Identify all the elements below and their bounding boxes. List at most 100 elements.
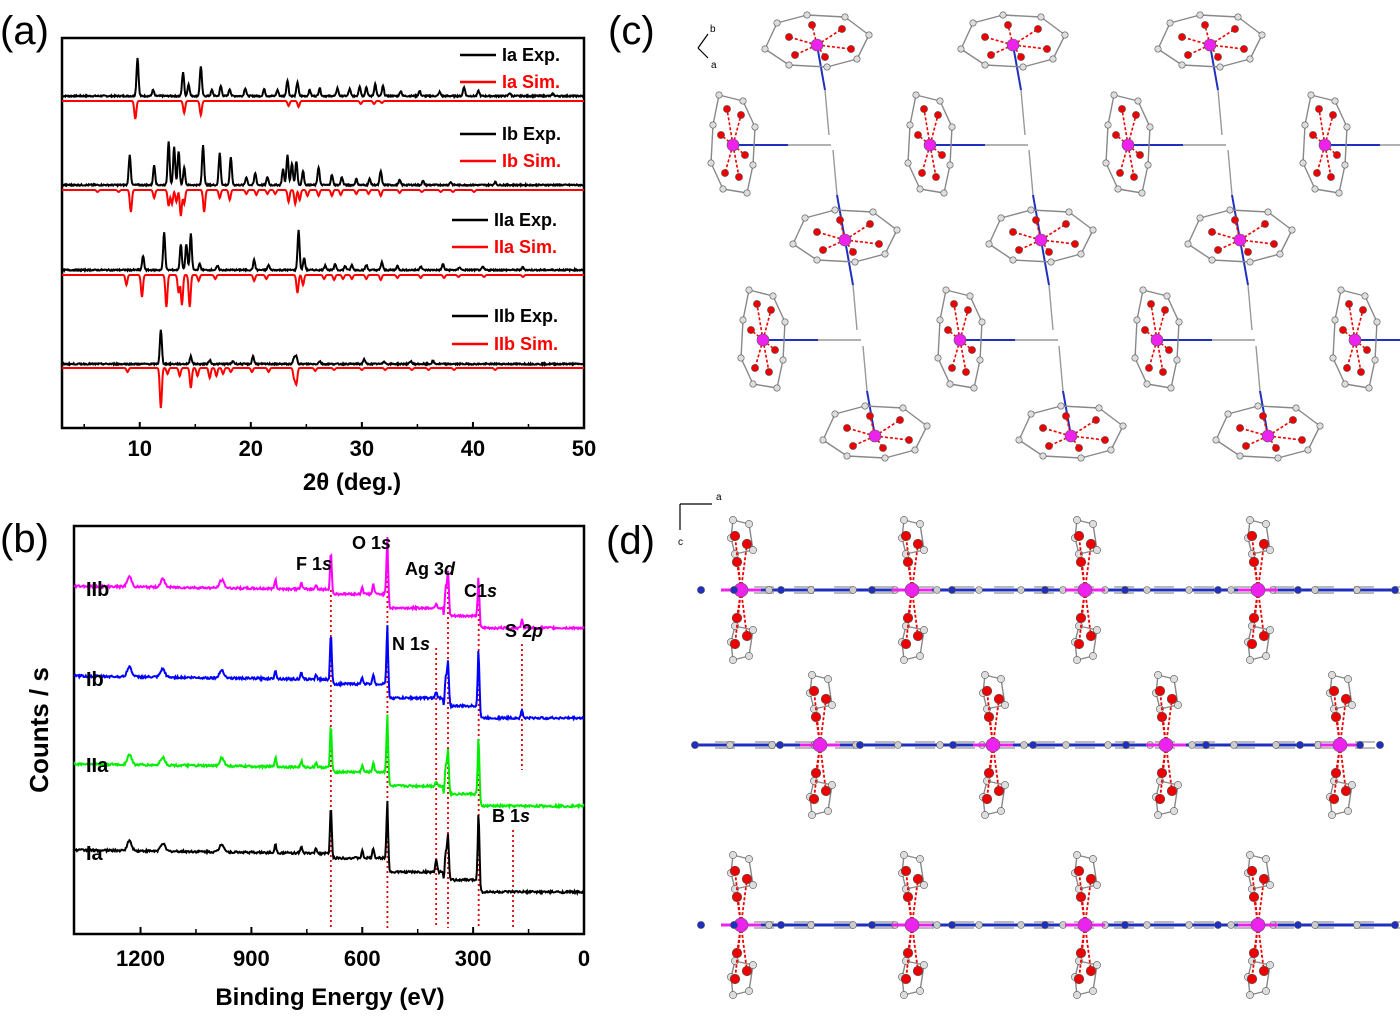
atom	[1039, 424, 1047, 432]
bond	[854, 253, 886, 263]
atom	[902, 891, 914, 903]
atom	[916, 855, 924, 863]
atom	[1004, 21, 1012, 29]
atom	[730, 586, 738, 594]
bond	[1368, 359, 1376, 389]
atom	[765, 586, 773, 594]
atom	[1075, 891, 1087, 903]
bond	[1018, 239, 1042, 251]
bond	[748, 289, 774, 297]
atom	[1246, 973, 1258, 985]
atom	[900, 865, 912, 877]
atom	[875, 240, 883, 248]
atom	[1158, 737, 1174, 753]
atom	[1328, 793, 1340, 805]
bond	[822, 413, 836, 441]
atom	[1089, 652, 1097, 660]
bond	[1310, 94, 1336, 102]
atom	[920, 626, 928, 634]
atom	[1348, 701, 1356, 709]
bond	[852, 284, 858, 331]
atom	[1376, 741, 1384, 749]
bond	[772, 295, 786, 323]
atom	[1337, 286, 1345, 294]
atom	[729, 973, 741, 985]
atom	[1156, 711, 1168, 723]
atom	[1250, 582, 1266, 598]
atom	[911, 446, 919, 454]
bond	[804, 209, 836, 219]
atom	[1274, 454, 1282, 462]
atom	[745, 987, 753, 995]
atom	[1163, 292, 1171, 300]
atom	[1073, 991, 1081, 999]
atom	[1214, 586, 1222, 594]
atom	[914, 131, 922, 139]
bond	[872, 211, 898, 231]
atom	[1009, 256, 1017, 264]
atom	[975, 586, 983, 594]
bond	[1334, 100, 1348, 128]
atom	[820, 693, 832, 705]
atom	[1077, 582, 1093, 598]
atom	[1043, 45, 1051, 53]
bond	[1364, 295, 1378, 323]
atom	[1270, 240, 1278, 248]
peak-label-ag3d: Ag 3d	[405, 559, 456, 579]
bond	[1374, 321, 1378, 361]
legend-iib-sim: IIb Sim.	[494, 334, 558, 354]
atom	[749, 546, 757, 554]
atom	[1034, 25, 1042, 33]
bond	[1084, 589, 1092, 637]
bond	[782, 321, 786, 361]
bond	[819, 744, 827, 792]
atom	[749, 881, 757, 889]
atom	[900, 656, 908, 664]
atom	[1327, 173, 1335, 181]
atom	[1344, 807, 1352, 815]
atom	[1236, 452, 1244, 460]
atom	[1261, 220, 1269, 228]
bond	[1265, 523, 1271, 551]
atom	[1208, 256, 1216, 264]
bond	[1018, 439, 1044, 457]
bond	[1187, 217, 1201, 245]
atom	[831, 206, 839, 214]
atom	[1093, 546, 1101, 554]
atom	[1101, 436, 1109, 444]
atom	[866, 220, 874, 228]
atom	[1104, 741, 1112, 749]
bond	[1134, 357, 1148, 385]
bond	[1170, 359, 1178, 389]
panel-b: (b) Counts / s 1200 900 600 300 0 Binding En…	[0, 517, 590, 1011]
atom	[983, 767, 995, 779]
bond	[1000, 784, 1006, 812]
atom	[751, 364, 759, 372]
bond	[911, 878, 919, 926]
series-label-ib: Ib	[86, 669, 104, 691]
atom	[1093, 961, 1101, 969]
atom	[1095, 404, 1103, 412]
xrd-sim-series	[62, 367, 584, 409]
atom	[1236, 424, 1244, 432]
atom	[1167, 384, 1175, 392]
bond	[1084, 543, 1092, 591]
atom	[1316, 422, 1324, 430]
atom	[1292, 404, 1300, 412]
atom	[1329, 354, 1337, 362]
bond	[969, 295, 983, 323]
atom	[1214, 921, 1222, 929]
bond	[816, 44, 826, 91]
bond	[1113, 94, 1139, 102]
atom	[981, 685, 993, 697]
bond	[1338, 164, 1346, 194]
bond	[1245, 435, 1269, 447]
atom	[856, 741, 864, 749]
atom	[1248, 612, 1260, 624]
peak-label-s2p: S 2p	[505, 621, 543, 641]
atom	[824, 675, 832, 683]
atom	[813, 228, 821, 236]
bond	[1028, 149, 1034, 196]
bond	[1304, 94, 1312, 126]
atom	[962, 368, 970, 376]
